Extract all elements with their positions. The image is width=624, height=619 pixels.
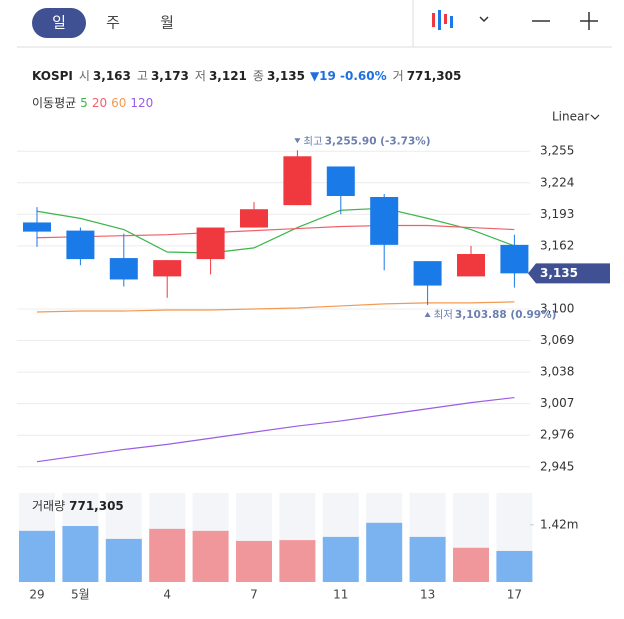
volume-bar — [453, 547, 489, 582]
volume-bar — [105, 538, 142, 582]
volume-value: 771,305 — [69, 499, 124, 513]
low-note: 최저 3,103.88 (0.99%) — [434, 309, 557, 321]
ma-line — [36, 301, 515, 313]
high-note-text: 3,255.90 (-3.73%) — [325, 135, 431, 147]
volume-bar — [192, 530, 229, 582]
info-row: KOSPI 시 3,163 고 3,173 저 3,121 종 3,135 ▼19 -0.60% 거… — [32, 69, 461, 83]
candle-body — [240, 209, 268, 228]
info-label: 시 — [79, 69, 90, 83]
info-value: 3,121 — [209, 69, 247, 83]
info-label: 거 — [393, 69, 404, 83]
volume-tick-label: 1.42m — [540, 517, 578, 531]
candle-body — [457, 254, 485, 277]
last-price-label: 3,135 — [540, 266, 578, 280]
candle-body — [66, 230, 95, 260]
x-tick-label: 7 — [250, 588, 258, 602]
info-label: 저 — [195, 69, 206, 83]
y-tick-label: 3,255 — [540, 144, 574, 158]
zoom-in[interactable] — [580, 12, 598, 30]
ma-line — [36, 396, 515, 463]
x-tick-label: 11 — [333, 588, 348, 602]
y-tick-label: 2,976 — [540, 428, 574, 442]
info-value: 771,305 — [407, 69, 462, 83]
volume-label: 거래량 — [32, 499, 65, 513]
info-label: 종 — [253, 69, 264, 83]
volume-bar — [322, 536, 359, 582]
active-tab-bg[interactable] — [32, 8, 86, 38]
x-tick-label: 13 — [420, 588, 435, 602]
candle-body — [23, 222, 51, 232]
ma-legend-item: 60 — [111, 96, 126, 110]
x-tick-label: 29 — [29, 588, 44, 602]
info-change: ▼19 -0.60% — [310, 69, 387, 83]
candle-body — [109, 258, 138, 280]
candle-body — [196, 227, 225, 260]
scale-chevron[interactable] — [590, 114, 600, 120]
ma-legend-item: 5 — [80, 96, 88, 110]
high-note: 최고 3,255.90 (-3.73%) — [303, 135, 430, 147]
volume-bar — [62, 526, 99, 582]
x-tick-label: 4 — [163, 588, 171, 602]
ma-legend-item: 20 — [92, 96, 107, 110]
info-value: 3,135 — [267, 69, 305, 83]
volume-bar — [409, 536, 446, 582]
volume-bar — [149, 528, 186, 582]
ma-legend-item: 120 — [130, 96, 153, 110]
ma-line — [36, 207, 515, 254]
y-tick-label: 3,162 — [540, 238, 574, 252]
y-tick-label: 3,007 — [540, 396, 574, 410]
ma-line — [36, 224, 515, 239]
volume-bar — [19, 530, 55, 582]
volume-bar — [279, 540, 316, 582]
ma-legend-label: 이동평균 — [32, 96, 76, 110]
volume-bar — [236, 540, 272, 582]
x-tick-label: 5월 — [71, 588, 90, 602]
candle-body — [153, 260, 182, 277]
high-marker — [294, 138, 301, 144]
volume-bar — [366, 522, 403, 582]
period-tab[interactable]: 주 — [106, 14, 120, 32]
candle-body — [500, 244, 529, 274]
candle-body — [413, 261, 442, 286]
last-price-tag — [528, 263, 610, 284]
index-name: KOSPI — [32, 69, 73, 83]
y-tick-label: 3,224 — [540, 175, 574, 189]
info-value: 3,173 — [151, 69, 189, 83]
y-tick-label: 3,069 — [540, 333, 574, 347]
period-tab[interactable]: 일 — [52, 14, 66, 32]
y-tick-label: 2,945 — [540, 459, 574, 473]
candle-body — [326, 166, 355, 196]
y-tick-label: 3,038 — [540, 365, 574, 379]
candle-body — [283, 156, 312, 206]
low-note-text: 3,103.88 (0.99%) — [455, 309, 556, 321]
volume-header: 거래량 771,305 — [32, 499, 124, 513]
low-marker — [424, 312, 431, 318]
scale-mode[interactable]: Linear — [552, 110, 589, 124]
info-value: 3,163 — [93, 69, 131, 83]
volume-bar — [496, 550, 533, 582]
low-note-label: 최저 — [434, 309, 453, 321]
ma-legend: 이동평균 5 20 60 120 — [32, 96, 153, 110]
y-tick-label: 3,193 — [540, 207, 574, 221]
info-label: 고 — [137, 69, 148, 83]
y-tick-label: 3,100 — [540, 301, 574, 315]
x-tick-label: 17 — [507, 588, 522, 602]
dropdown-chevron[interactable] — [479, 16, 489, 23]
high-note-label: 최고 — [303, 135, 323, 147]
period-tab[interactable]: 월 — [160, 14, 174, 32]
candle-body — [370, 197, 399, 245]
chart-type-icon[interactable] — [432, 10, 453, 30]
